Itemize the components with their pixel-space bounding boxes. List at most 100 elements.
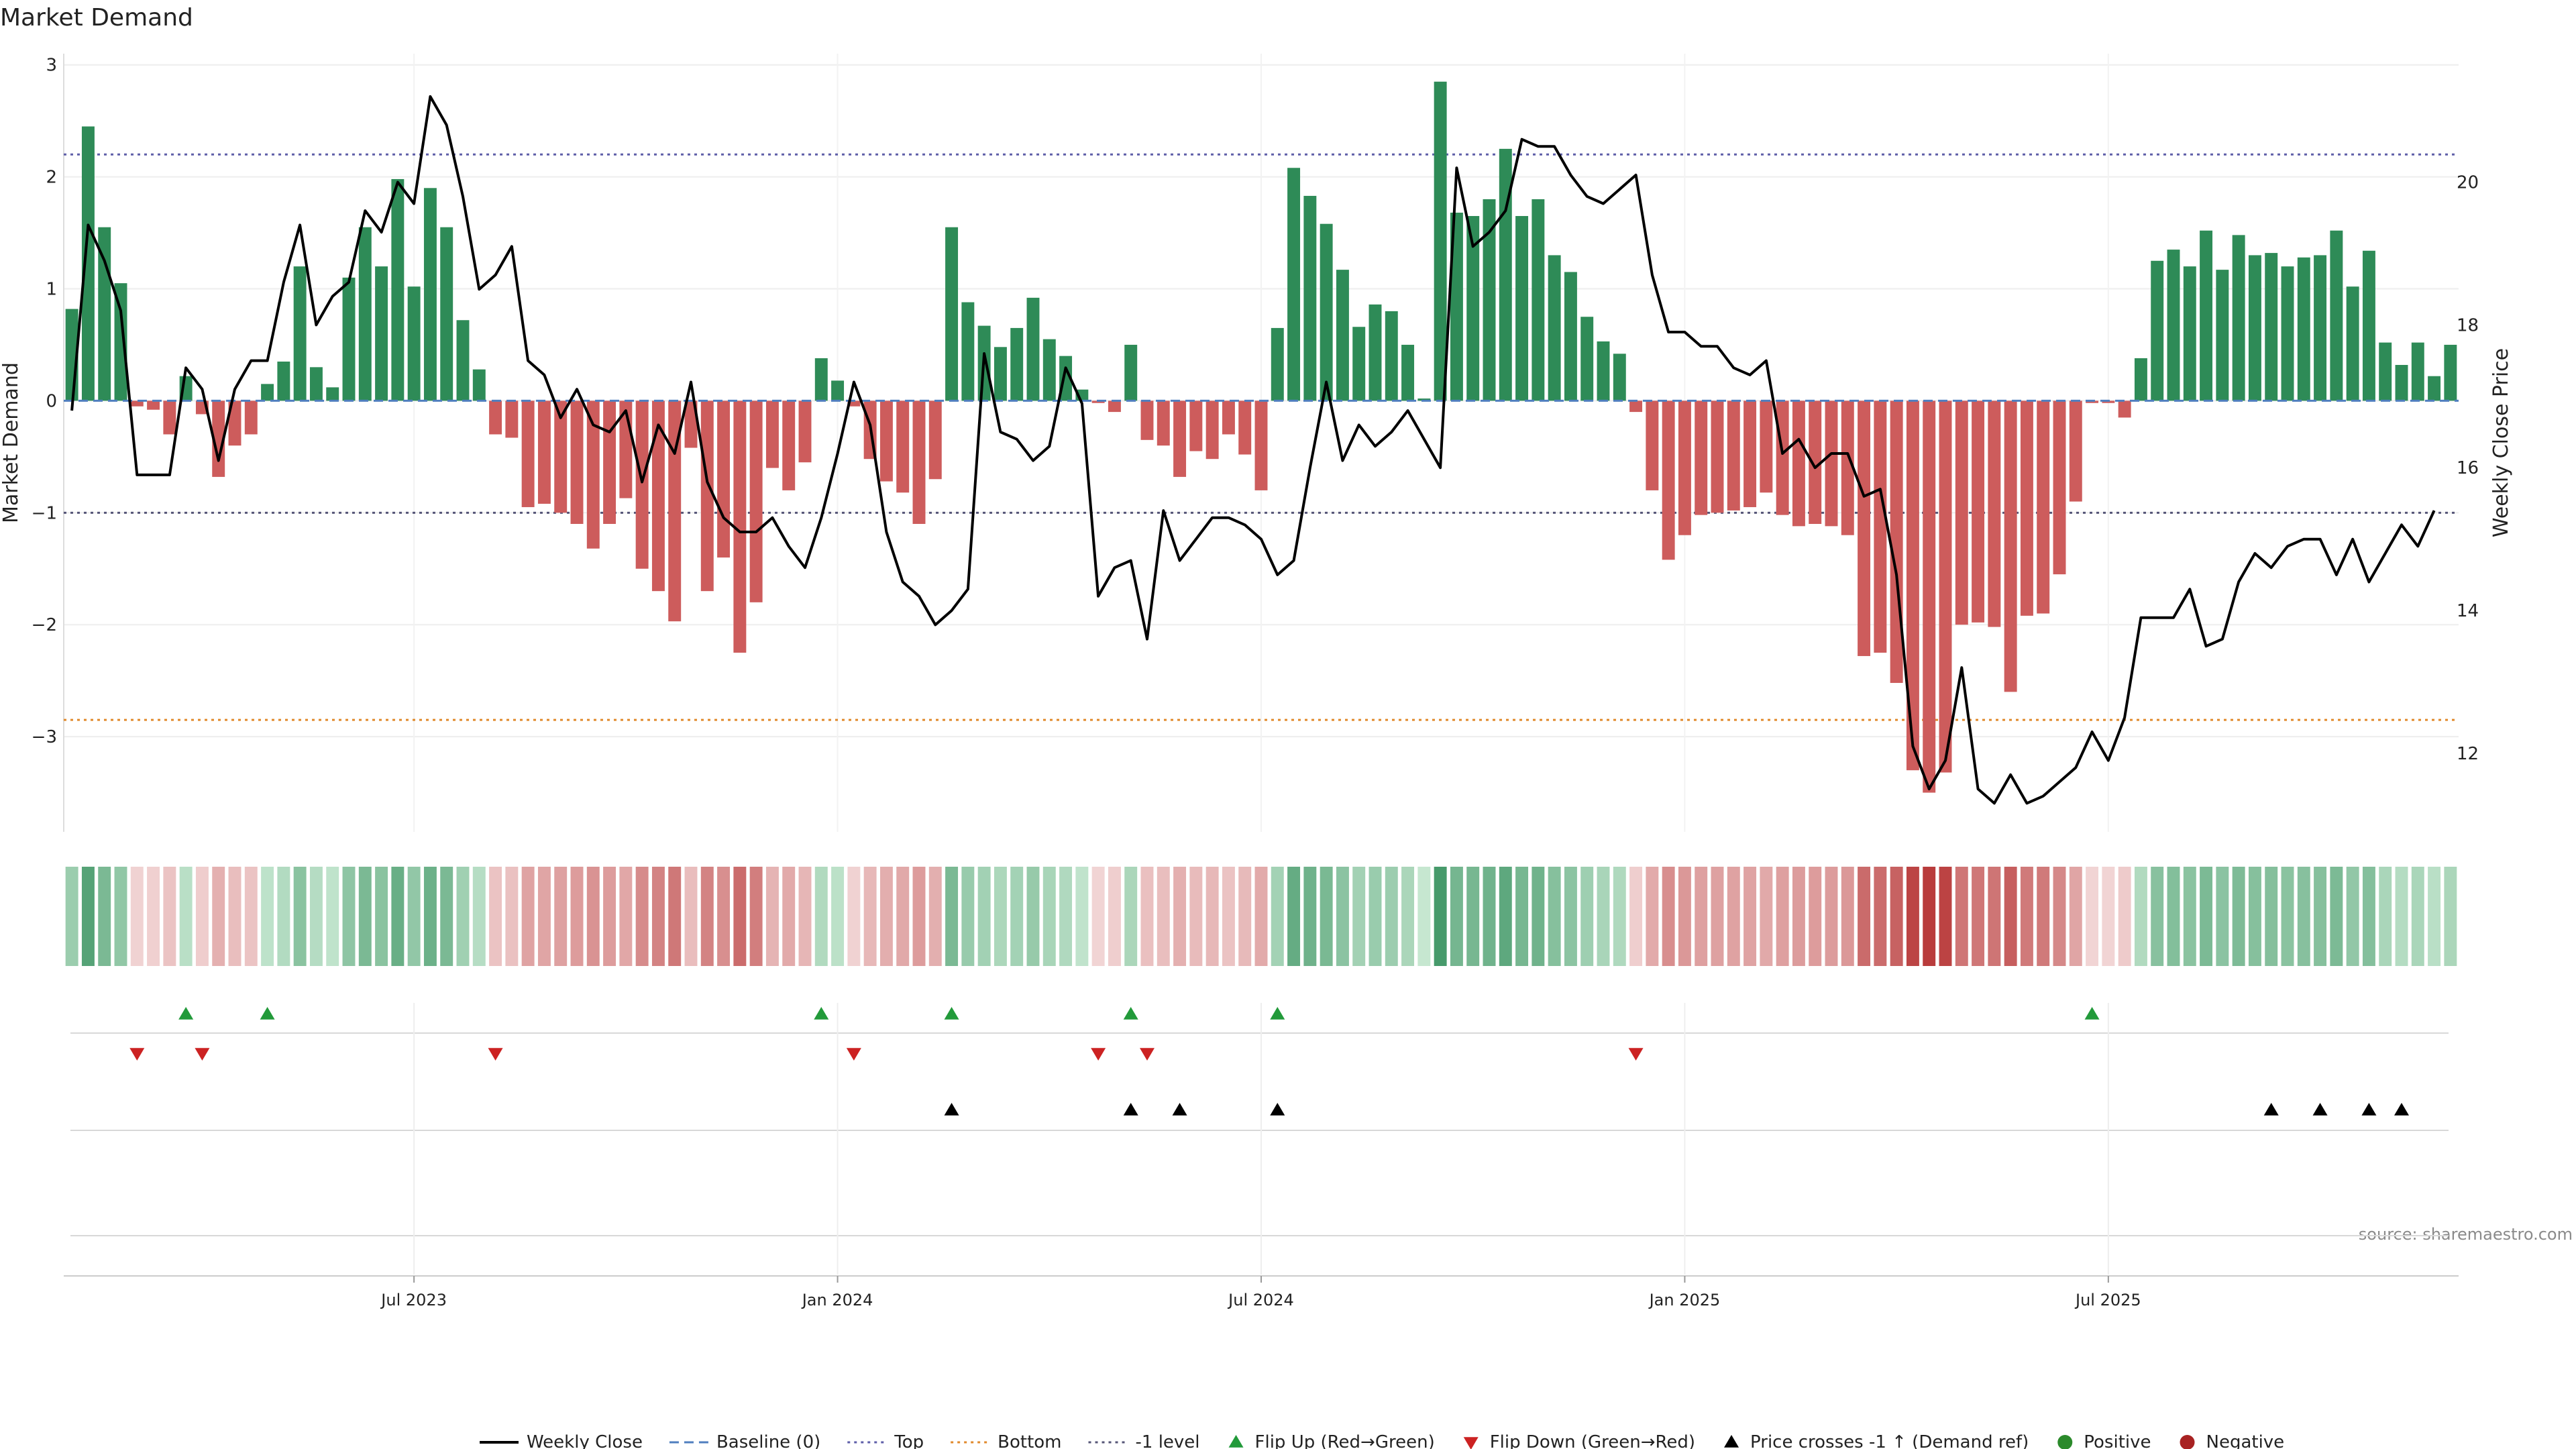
heat-cell (1662, 867, 1675, 966)
demand-bar (1890, 400, 1903, 684)
demand-bar (2086, 400, 2099, 403)
demand-bar (147, 400, 160, 410)
demand-bar (1939, 400, 1952, 773)
y-tick-right-label: 18 (2457, 315, 2479, 335)
heat-cell (1091, 867, 1105, 966)
heat-cell (2118, 867, 2131, 966)
demand-bar (1955, 400, 1968, 625)
demand-bar (1776, 400, 1789, 515)
demand-bar (798, 400, 812, 463)
demand-bar (342, 277, 356, 401)
heat-cell (309, 867, 323, 966)
demand-bar (749, 400, 763, 602)
demand-bar (651, 400, 665, 592)
heat-cell (2330, 867, 2343, 966)
demand-bar (2102, 400, 2115, 403)
demand-bar (1352, 327, 1366, 401)
demand-bar (1287, 168, 1301, 401)
price-cross-marker (2394, 1103, 2409, 1116)
demand-bar (1499, 148, 1512, 401)
demand-bar (554, 400, 568, 513)
demand-bar (2167, 250, 2180, 401)
demand-bar (456, 320, 470, 401)
heat-cell (130, 867, 144, 966)
demand-bar (1189, 400, 1203, 451)
demand-bar (603, 400, 616, 525)
demand-bar (814, 358, 828, 401)
heat-cell (326, 867, 339, 966)
demand-bar (1124, 344, 1138, 401)
demand-bar (1858, 400, 1871, 656)
demand-bar (1450, 213, 1463, 401)
demand-bar (1140, 400, 1154, 440)
heat-cell (423, 867, 437, 966)
heat-cell (1238, 867, 1252, 966)
heat-cell (1711, 867, 1724, 966)
legend-swatch (2180, 1435, 2195, 1449)
heat-cell (2069, 867, 2082, 966)
heat-cell (717, 867, 731, 966)
demand-bar (1091, 400, 1105, 403)
demand-bar (896, 400, 910, 493)
heat-cell (1483, 867, 1496, 966)
heat-cell (2346, 867, 2359, 966)
x-tick-label: Jan 2025 (1648, 1291, 1721, 1309)
demand-bar (2151, 260, 2164, 401)
heat-cell (2200, 867, 2213, 966)
y-tick-right-label: 20 (2457, 173, 2479, 193)
heat-cell (798, 867, 812, 966)
heat-cell (375, 867, 388, 966)
legend-label: Bottom (998, 1432, 1061, 1449)
demand-bar (961, 302, 975, 401)
y-axis-right-label: Weekly Close Price (2489, 348, 2513, 537)
demand-bar (2379, 342, 2392, 401)
chart-title: Market Demand (0, 4, 193, 32)
demand-bar (1662, 400, 1675, 560)
heat-cell (1613, 867, 1626, 966)
heat-cell (1434, 867, 1447, 966)
demand-bar (212, 400, 225, 477)
demand-bar (2248, 255, 2261, 401)
heat-cell (2362, 867, 2375, 966)
demand-bar (1646, 400, 1659, 490)
main-plot: 3 2 1 0 −1 −2 −3 20 18 16 14 12 (32, 54, 2479, 832)
legend-label: Baseline (0) (716, 1432, 820, 1449)
heat-cell (2411, 867, 2424, 966)
heat-cell (1825, 867, 1838, 966)
flip-up-marker (2084, 1007, 2100, 1020)
heat-cell (1874, 867, 1887, 966)
legend-item: Flip Down (Green→Red) (1463, 1432, 1695, 1449)
heat-cell (668, 867, 682, 966)
demand-bar (2265, 253, 2278, 401)
heat-cell (1466, 867, 1480, 966)
legend-item: -1 level (1088, 1432, 1200, 1449)
legend-item: Baseline (0) (669, 1432, 820, 1449)
demand-bar (635, 400, 649, 569)
marker-rows (70, 1003, 2449, 1275)
y-axis-left-label: Market Demand (0, 362, 23, 523)
demand-bar (1760, 400, 1773, 493)
heat-cell (570, 867, 584, 966)
demand-bar (1238, 400, 1252, 455)
demand-bar (1271, 327, 1284, 401)
heat-cell (1303, 867, 1317, 966)
heat-cell (81, 867, 95, 966)
demand-bar (521, 400, 535, 507)
flip-down-marker (195, 1048, 210, 1061)
heat-cell (261, 867, 274, 966)
demand-bar (2053, 400, 2066, 575)
demand-bar (928, 400, 942, 480)
heat-cell (212, 867, 225, 966)
y-tick-left-label: −3 (32, 727, 57, 747)
x-tick-label: Jan 2024 (801, 1291, 873, 1309)
heat-cell (1939, 867, 1952, 966)
heat-cell (489, 867, 502, 966)
demand-bar (2069, 400, 2082, 502)
demand-bar (81, 126, 95, 401)
demand-bar (2216, 270, 2229, 401)
heat-cell (2183, 867, 2196, 966)
flip-down-marker (846, 1048, 861, 1061)
x-tick-label: Jul 2023 (380, 1291, 447, 1309)
heat-cell (228, 867, 241, 966)
heat-cell (2232, 867, 2245, 966)
